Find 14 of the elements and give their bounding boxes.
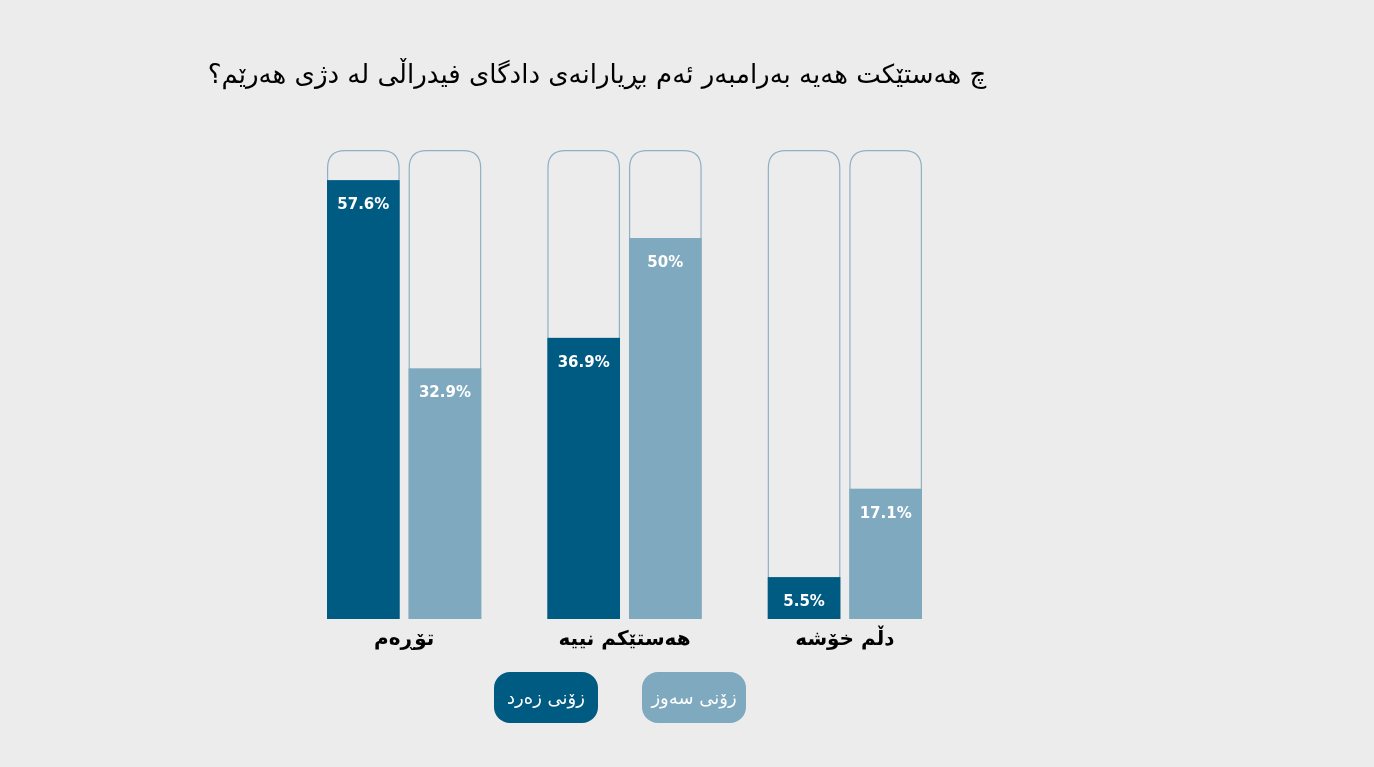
data-label: 5.5% [783, 592, 825, 611]
chart-title: چ هەستێکت هەیە بەرامبەر ئەم بڕیارانەی دادگای فیدراڵی لە دژی هەرێم؟ [207, 58, 987, 90]
text: زۆنی زەرد [507, 687, 585, 709]
bar [767, 577, 841, 619]
data-label: 57.6% [337, 195, 390, 214]
x-tick-label: هەستێکم نییە [558, 626, 691, 650]
data-label: 17.1% [859, 503, 912, 522]
data-label: 36.9% [557, 352, 610, 371]
data-label: 32.9% [418, 383, 471, 402]
bar [849, 488, 922, 619]
data-label: 50% [647, 253, 684, 272]
x-tick-label: دڵم خۆشە [795, 625, 895, 650]
x-tick-label: تۆڕەم [374, 626, 435, 650]
text: زۆنی سەوز [650, 687, 737, 709]
